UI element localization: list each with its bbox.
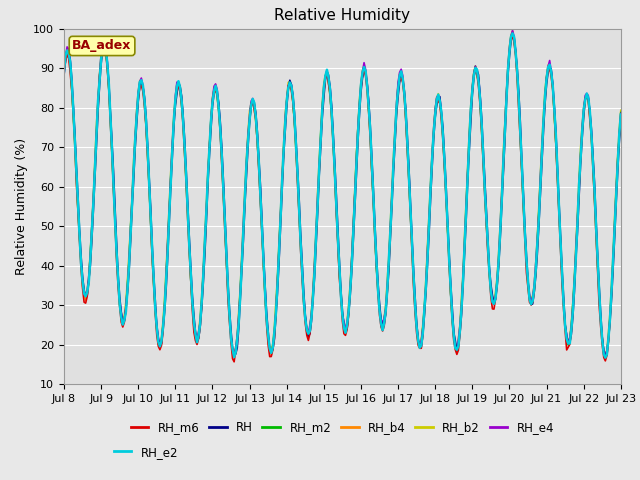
Y-axis label: Relative Humidity (%): Relative Humidity (%) bbox=[15, 138, 28, 275]
Legend: RH_e2: RH_e2 bbox=[109, 441, 183, 463]
Text: BA_adex: BA_adex bbox=[72, 39, 132, 52]
Title: Relative Humidity: Relative Humidity bbox=[275, 9, 410, 24]
